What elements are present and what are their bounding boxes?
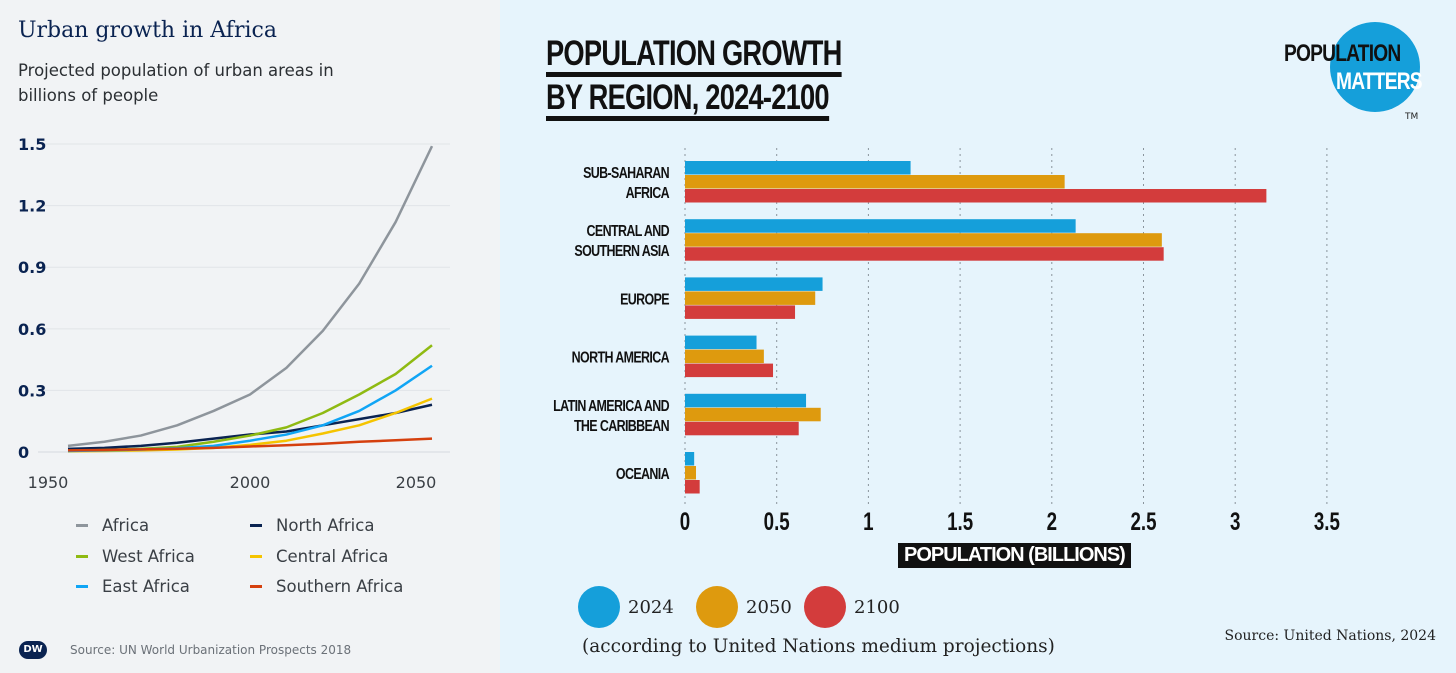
bar-2024 — [685, 219, 1076, 233]
legend-swatch — [578, 586, 620, 628]
series-line-central-africa — [67, 397, 433, 453]
logo-text-1: POPULATION — [1284, 40, 1401, 67]
category-label: NORTH AMERICA — [572, 349, 670, 367]
bar-2024 — [685, 452, 695, 466]
legend-label: East Africa — [102, 577, 190, 596]
bar-2100 — [685, 421, 799, 436]
legend-item: 2024 — [578, 586, 674, 628]
y-tick-label: 0 — [18, 443, 29, 462]
population-matters-logo: POPULATION MATTERS — [1284, 22, 1423, 112]
bar-2050 — [685, 175, 1065, 189]
dw-logo: DW — [19, 641, 47, 659]
population-growth-panel: POPULATION GROWTH BY REGION, 2024-2100 P… — [500, 0, 1456, 673]
bar-2024 — [685, 393, 807, 408]
legend-item: North Africa — [250, 516, 374, 535]
bar-2100 — [685, 480, 700, 494]
legend-swatch — [76, 585, 88, 588]
footnote: (according to United Nations medium proj… — [582, 636, 1055, 657]
y-tick-label: 0.6 — [18, 320, 46, 339]
legend-label: Central Africa — [276, 546, 389, 566]
legend-label: Africa — [102, 516, 150, 535]
x-tick-label: 0.5 — [764, 507, 790, 535]
bar-2024 — [685, 277, 823, 291]
legend-swatch — [76, 554, 88, 558]
legend-item: Southern Africa — [250, 577, 403, 596]
bar-2100 — [685, 305, 796, 319]
x-tick-label: 3.5 — [1314, 507, 1340, 535]
legend-label: West Africa — [102, 546, 195, 566]
chart-title-line-1: POPULATION GROWTH — [546, 36, 842, 77]
x-tick-label: 2000 — [230, 473, 271, 492]
bar-2024 — [685, 161, 911, 175]
legend-item: Africa — [76, 516, 149, 535]
legend-label: North Africa — [276, 516, 375, 535]
legend-item: East Africa — [76, 577, 190, 596]
source-text: Source: United Nations, 2024 — [1224, 628, 1437, 644]
y-tick-label: 0.9 — [18, 258, 46, 277]
chart-title-line-2: BY REGION, 2024-2100 — [546, 80, 830, 121]
series-line-africa — [67, 145, 434, 448]
y-tick-label: 0.3 — [18, 381, 46, 400]
x-tick-label: 1 — [863, 507, 873, 535]
logo-text-2: MATTERS — [1336, 68, 1423, 95]
category-label: LATIN AMERICA AND — [553, 397, 669, 415]
legend-swatch — [250, 524, 262, 527]
legend-label: 2024 — [628, 596, 674, 618]
legend-swatch — [804, 586, 846, 628]
legend-swatch — [250, 554, 262, 558]
legend-item: 2050 — [696, 586, 792, 628]
bar-chart: 0 0.5 1 1.5 2 2.5 3 3.5 SUB-SAHARAN AFRICA CENTRAL… — [553, 148, 1340, 536]
bar-2050 — [685, 291, 816, 305]
x-tick-label: 0 — [680, 507, 690, 535]
x-tick-label: 1.5 — [947, 507, 973, 535]
category-label: AFRICA — [626, 185, 670, 203]
x-tick-label: 2050 — [396, 473, 437, 492]
legend-swatch — [250, 585, 262, 588]
x-tick-label: 2.5 — [1130, 507, 1156, 535]
series-line-southern-africa — [67, 437, 433, 452]
bar-2100 — [685, 247, 1164, 261]
x-axis-label: POPULATION (BILLIONS) — [898, 543, 1131, 568]
legend-label: Southern Africa — [276, 577, 404, 596]
legend-item: Central Africa — [250, 547, 388, 566]
legend-item: 2100 — [804, 586, 900, 628]
x-tick-label: 1950 — [28, 473, 69, 492]
source-text: Source: UN World Urbanization Prospects … — [70, 643, 352, 657]
category-label: SUB-SAHARAN — [583, 165, 669, 183]
legend-swatch — [696, 586, 738, 628]
bar-2050 — [685, 233, 1162, 247]
bar-2050 — [685, 349, 764, 364]
category-label: CENTRAL AND — [587, 223, 670, 241]
chart-subtitle: Projected population of urban areas in b… — [18, 61, 334, 105]
urban-growth-panel: Urban growth in Africa Projected populat… — [0, 0, 500, 673]
legend-item: West Africa — [76, 547, 195, 566]
trademark: TM — [1405, 112, 1419, 122]
category-label: SOUTHERN ASIA — [574, 243, 669, 261]
legend-label: 2050 — [746, 596, 792, 618]
legend-swatch — [76, 524, 88, 527]
series-line-west-africa — [67, 344, 433, 453]
line-chart: 0 0.3 0.6 0.9 1.2 1.5 1950 2000 2050 — [18, 135, 450, 492]
category-label: THE CARIBBEAN — [574, 417, 669, 435]
x-tick-label: 3 — [1230, 507, 1240, 535]
y-tick-label: 1.2 — [18, 197, 46, 216]
x-tick-label: 2 — [1047, 507, 1057, 535]
category-label: EUROPE — [620, 291, 669, 309]
bar-2024 — [685, 335, 757, 350]
bar-2100 — [685, 189, 1267, 203]
series-line-north-africa — [67, 403, 433, 451]
legend-label: 2100 — [854, 596, 900, 618]
category-label: OCEANIA — [616, 466, 669, 484]
chart-title: Urban growth in Africa — [18, 18, 277, 43]
y-tick-label: 1.5 — [18, 135, 46, 154]
bar-2050 — [685, 407, 821, 422]
bar-2100 — [685, 363, 774, 378]
bar-2050 — [685, 466, 697, 480]
